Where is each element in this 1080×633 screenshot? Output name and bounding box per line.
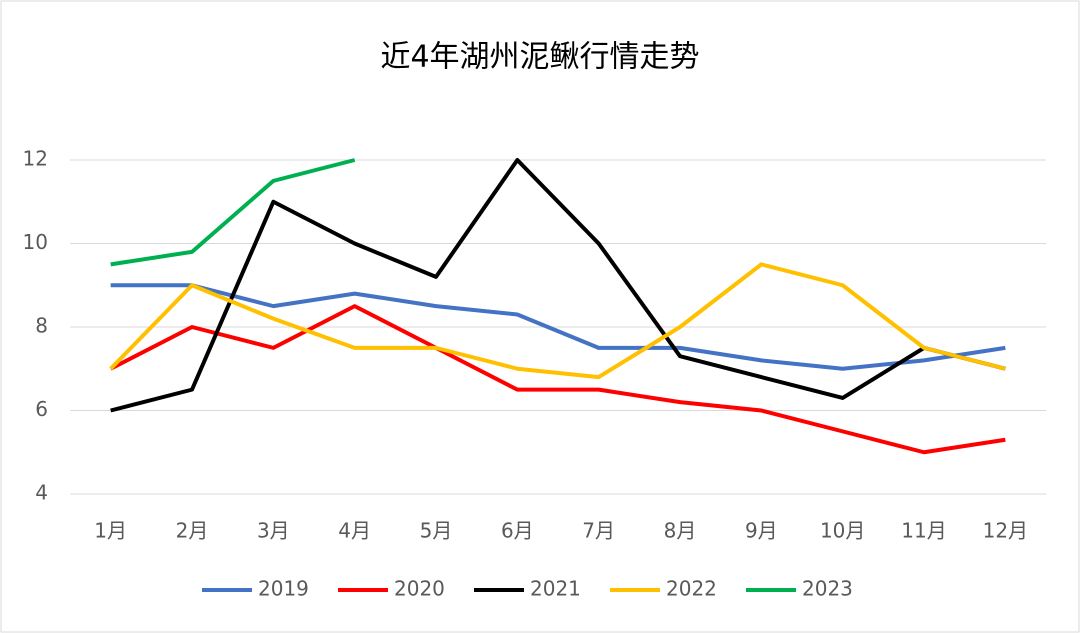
y-tick-label: 12	[23, 147, 48, 171]
x-tick-label: 2月	[176, 519, 209, 543]
x-tick-label: 4月	[338, 519, 371, 543]
x-tick-label: 7月	[582, 519, 615, 543]
x-tick-label: 11月	[901, 519, 946, 543]
legend-label: 2023	[802, 577, 853, 601]
series-line	[110, 158, 356, 267]
series-line	[110, 158, 1006, 413]
legend-label: 2019	[258, 577, 309, 601]
series-line	[110, 283, 1006, 371]
legend-label: 2020	[394, 577, 445, 601]
legend-label: 2021	[530, 577, 581, 601]
x-tick-label: 8月	[664, 519, 697, 543]
x-tick-label: 3月	[257, 519, 290, 543]
legend-label: 2022	[666, 577, 717, 601]
series-line	[109, 304, 1006, 455]
y-tick-label: 6	[35, 397, 48, 421]
chart-title: 近4年湖州泥鳅行情走势	[380, 40, 699, 75]
x-tick-label: 6月	[501, 519, 534, 543]
x-tick-label: 9月	[745, 519, 778, 543]
x-tick-label: 1月	[94, 519, 127, 543]
y-tick-label: 10	[23, 230, 48, 254]
y-tick-label: 8	[35, 314, 48, 338]
x-tick-label: 12月	[983, 519, 1028, 543]
series-line	[109, 262, 1006, 380]
x-tick-label: 10月	[820, 519, 865, 543]
x-tick-label: 5月	[420, 519, 453, 543]
y-tick-label: 4	[35, 481, 48, 505]
